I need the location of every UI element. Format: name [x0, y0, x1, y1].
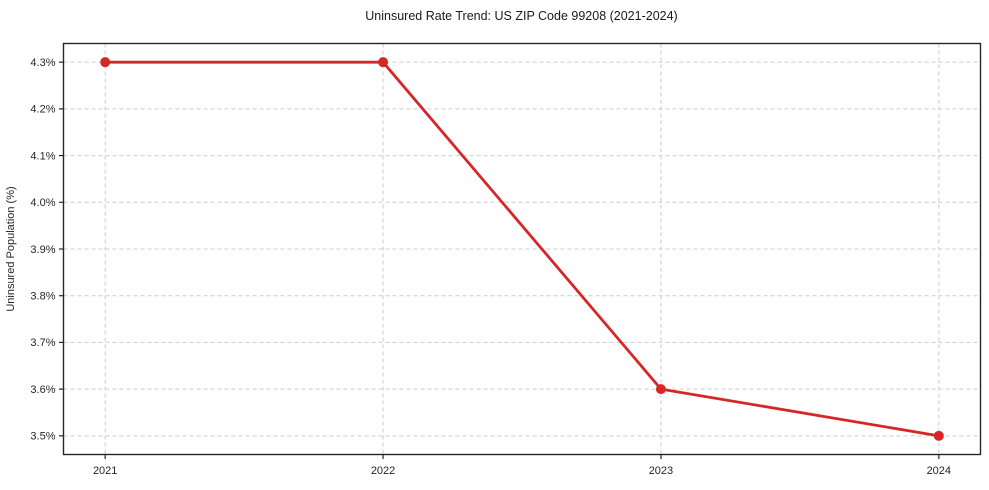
- y-tick-label: 4.3%: [30, 57, 55, 69]
- chart-title: Uninsured Rate Trend: US ZIP Code 99208 …: [365, 9, 678, 23]
- y-tick-label: 4.1%: [30, 150, 55, 162]
- x-tick-label: 2023: [649, 465, 673, 477]
- data-point-marker: [655, 384, 666, 395]
- trend-line: [103, 60, 941, 438]
- plot-border: [62, 42, 982, 456]
- y-tick-label: 3.8%: [30, 291, 55, 303]
- y-tick-label: 3.7%: [30, 337, 55, 349]
- x-tick-label: 2022: [371, 465, 395, 477]
- x-tick-label: 2024: [927, 465, 951, 477]
- data-point-marker: [378, 57, 389, 68]
- y-tick-label: 3.5%: [30, 431, 55, 443]
- y-tick-label: 4.2%: [30, 104, 55, 116]
- y-tick-label: 3.9%: [30, 244, 55, 256]
- y-tick-label: 4.0%: [30, 197, 55, 209]
- data-point-marker: [933, 430, 944, 441]
- y-tick-label: 3.6%: [30, 384, 55, 396]
- x-tick-label: 2021: [93, 465, 117, 477]
- data-point-marker: [100, 57, 111, 68]
